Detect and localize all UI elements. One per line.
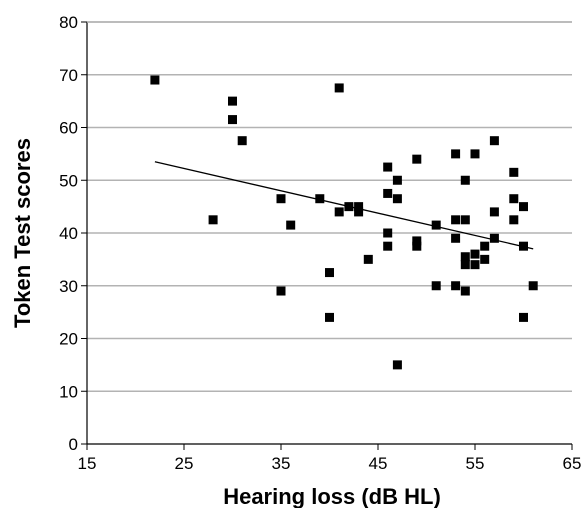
data-point [431, 220, 441, 230]
x-tick-label: 55 [466, 454, 485, 473]
x-tick-label: 15 [78, 454, 97, 473]
x-tick-label: 25 [175, 454, 194, 473]
data-point [451, 281, 461, 291]
data-point [470, 249, 480, 259]
y-tick-label: 10 [59, 382, 78, 401]
data-point [412, 236, 422, 246]
data-point [460, 260, 470, 270]
y-tick-label: 40 [59, 224, 78, 243]
gridlines [87, 21, 572, 392]
x-axis-title: Hearing loss (dB HL) [223, 484, 441, 508]
x-tick-label: 45 [369, 454, 388, 473]
data-point [334, 207, 344, 217]
data-point [470, 260, 480, 270]
data-point [519, 312, 528, 322]
data-point [460, 175, 470, 185]
x-tick-labels: 15 25 35 45 55 65 [78, 454, 582, 473]
data-point [383, 188, 393, 198]
trendline-group [154, 161, 534, 250]
x-tick-label: 65 [563, 454, 582, 473]
data-point [509, 167, 519, 177]
data-point [509, 215, 519, 225]
data-point [528, 281, 538, 291]
data-point [208, 215, 218, 225]
y-tick-label: 30 [59, 277, 78, 296]
data-point [519, 202, 528, 212]
y-tick-label: 70 [59, 66, 78, 85]
y-tick-labels: 0 10 20 30 40 50 60 70 80 [59, 13, 78, 454]
data-point [470, 149, 480, 159]
data-point [451, 233, 461, 243]
data-point [460, 215, 470, 225]
data-point [354, 207, 364, 217]
data-point [509, 194, 519, 204]
y-axis-title: Token Test scores [10, 138, 35, 328]
data-point [363, 254, 373, 264]
data-point [392, 360, 402, 370]
data-points [150, 75, 538, 370]
data-point [150, 75, 160, 85]
data-point [519, 241, 528, 251]
data-point [383, 228, 393, 238]
axes [81, 21, 573, 450]
data-point [334, 83, 344, 93]
data-point [489, 136, 499, 146]
data-point [489, 233, 499, 243]
data-point [286, 220, 296, 230]
data-point [228, 96, 237, 106]
data-point [237, 136, 247, 146]
data-point [344, 202, 354, 212]
data-point [480, 254, 490, 264]
data-point [460, 286, 470, 296]
data-point [412, 241, 422, 251]
y-tick-label: 80 [59, 13, 78, 32]
data-point [315, 194, 325, 204]
data-point [383, 162, 393, 172]
y-tick-label: 20 [59, 330, 78, 349]
data-point [276, 194, 286, 204]
data-point [451, 215, 461, 225]
x-tick-label: 35 [272, 454, 291, 473]
data-point [325, 312, 334, 322]
data-point [431, 281, 441, 291]
data-point [228, 115, 237, 125]
y-tick-label: 60 [59, 119, 78, 138]
data-point [392, 175, 402, 185]
data-point [460, 252, 470, 262]
data-point [489, 207, 499, 217]
y-tick-label: 50 [59, 171, 78, 190]
data-point [276, 286, 286, 296]
data-point [392, 194, 402, 204]
data-point [325, 268, 334, 278]
data-point [412, 154, 422, 164]
data-point [383, 241, 393, 251]
data-point [480, 241, 490, 251]
trendline [154, 161, 534, 250]
data-point [354, 202, 364, 212]
y-tick-label: 0 [69, 435, 78, 454]
data-point [451, 149, 461, 159]
